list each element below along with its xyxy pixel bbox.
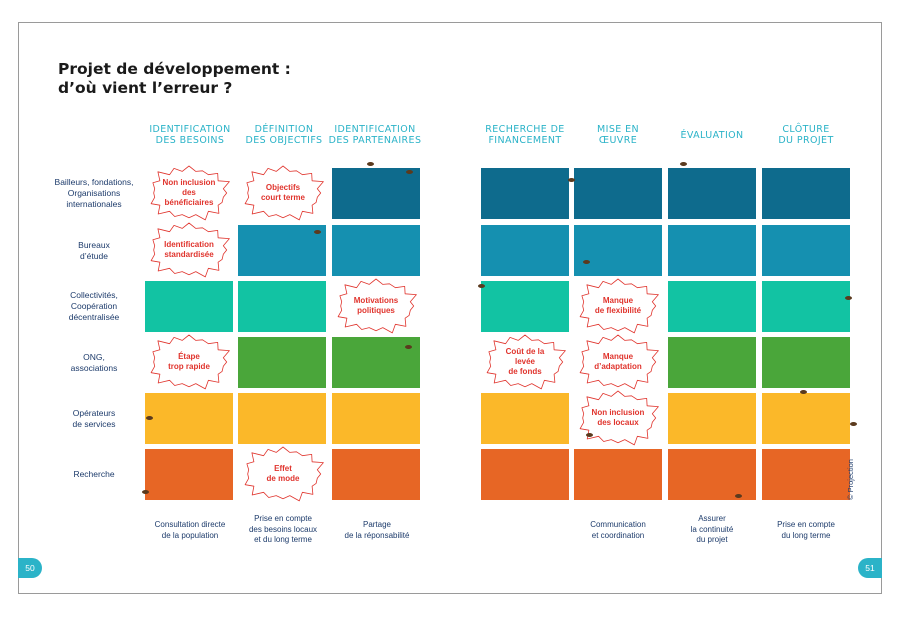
bug-decoration [586,433,593,437]
column-header-evaluation: Évaluation [680,130,744,141]
row-header-bureaux-etude: Bureaux d’étude [78,239,110,261]
grid-cell [762,449,850,500]
starburst-shape [150,165,230,221]
starburst-shape [150,334,230,390]
bug-decoration [405,345,412,349]
grid-cell [574,225,662,276]
grid-cell [238,337,326,388]
page-title: Projet de développement : d’où vient l’e… [58,60,291,98]
row-header-collectivites: Collectivités, Coopération décentralisée [68,290,120,322]
title-line-2: d’où vient l’erreur ? [58,79,233,97]
grid-cell [668,337,756,388]
footer-prise-en-compte-besoins: Prise en compte des besoins locaux et du l… [248,514,318,544]
starburst-shape [244,446,324,502]
row-header-operateurs: Opérateurs de services [72,407,116,429]
grid-cell [145,393,233,444]
grid-cell [481,225,569,276]
grid-cell [332,225,420,276]
grid-cell [574,449,662,500]
grid-cell [481,281,569,332]
grid-cell [238,393,326,444]
bug-decoration [142,490,149,494]
bug-decoration [314,230,321,234]
column-header-identification-partenaires: Identification des partenaires [328,124,422,146]
bug-decoration [680,162,687,166]
grid-cell [762,168,850,219]
grid-cell [332,168,420,219]
bug-decoration [478,284,485,288]
footer-communication-coordination: Communication et coordination [590,520,646,540]
bug-decoration [367,162,374,166]
column-header-cloture-projet: Clôture du projet [778,124,834,146]
grid-cell [481,168,569,219]
bug-decoration [568,178,575,182]
grid-cell [238,281,326,332]
copyright-notice: © Projection [846,459,855,500]
grid-cell [762,225,850,276]
error-burst-effet-de-mode: Effet de mode [237,443,329,505]
bug-decoration [800,390,807,394]
grid-cell [481,449,569,500]
bug-decoration [146,416,153,420]
bug-decoration [406,170,413,174]
grid-cell [762,393,850,444]
row-header-bailleurs: Bailleurs, fondations, Organisations inter… [54,177,134,209]
grid-cell [668,168,756,219]
page-number-right: 51 [858,558,882,578]
error-burst-motivations-politiques: Motivations politiques [330,275,422,337]
grid-cell [145,449,233,500]
column-header-recherche-financement: Recherche de financement [485,124,565,146]
footer-prise-en-compte-long-terme: Prise en compte du long terme [777,520,835,540]
grid-cell [332,449,420,500]
error-burst-etape-trop-rapide: Étape trop rapide [143,331,235,393]
row-header-recherche: Recherche [73,469,115,479]
error-burst-cout-levee-fonds: Coût de la levée de fonds [479,331,571,393]
title-line-1: Projet de développement : [58,60,291,78]
starburst-shape [579,278,659,334]
footer-partage-responsabilite: Partage de la réponsabilité [344,520,410,540]
bug-decoration [583,260,590,264]
starburst-shape [579,334,659,390]
bug-decoration [735,494,742,498]
footer-consultation-directe: Consultation directe de la population [154,520,226,540]
grid-cell [668,393,756,444]
footer-assurer-continuite: Assurer la continuité du projet [690,514,734,544]
starburst-shape [244,165,324,221]
grid-cell [238,225,326,276]
starburst-shape [337,278,417,334]
column-header-identification-besoins: Identification des besoins [149,124,231,146]
starburst-shape [150,222,230,278]
error-burst-non-inclusion-beneficiaires: Non inclusion des bénéficiaires [143,162,235,224]
grid-cell [762,337,850,388]
grid-cell [762,281,850,332]
error-burst-non-inclusion-locaux: Non inclusion des locaux [572,387,664,449]
grid-cell [668,225,756,276]
page-number-left: 50 [18,558,42,578]
grid-cell [668,449,756,500]
error-burst-manque-adaptation: Manque d’adaptation [572,331,664,393]
starburst-shape [579,390,659,446]
bug-decoration [845,296,852,300]
grid-cell [481,393,569,444]
error-burst-manque-flexibilite: Manque de flexibilité [572,275,664,337]
grid-cell [574,168,662,219]
grid-cell [145,281,233,332]
grid-cell [668,281,756,332]
column-header-mise-en-oeuvre: Mise en œuvre [597,124,639,146]
error-burst-identification-standardisee: Identification standardisée [143,219,235,281]
bug-decoration [850,422,857,426]
row-header-ong: ONG, associations [70,351,118,373]
grid-cell [332,393,420,444]
starburst-shape [486,334,566,390]
error-burst-objectifs-court-terme: Objectifs court terme [237,162,329,224]
column-header-definition-objectifs: Définition des objectifs [245,124,323,146]
